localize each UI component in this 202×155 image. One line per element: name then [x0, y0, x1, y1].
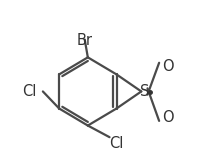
Text: S: S	[140, 84, 150, 99]
Text: O: O	[162, 59, 174, 74]
Text: Br: Br	[77, 33, 93, 48]
Text: O: O	[162, 110, 174, 124]
Text: Cl: Cl	[109, 136, 124, 151]
Text: Cl: Cl	[22, 84, 37, 99]
